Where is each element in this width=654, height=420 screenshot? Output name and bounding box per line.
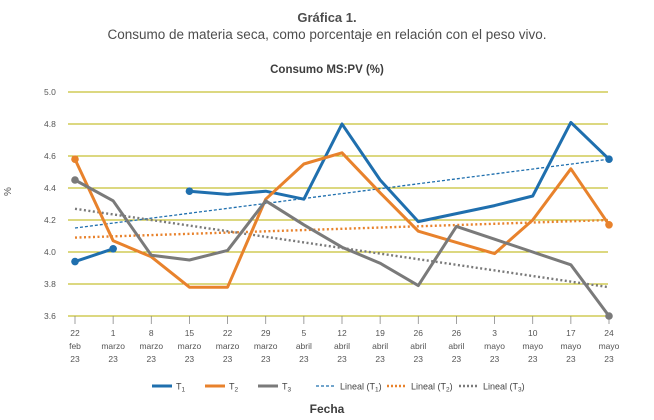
x-tick-label: mayo <box>599 341 620 351</box>
figure-subtitle: Consumo de materia seca, como porcentaje… <box>107 27 547 42</box>
x-tick-label: 15 <box>185 328 195 338</box>
series-line-t3 <box>74 178 611 317</box>
x-tick-label: 23 <box>375 354 385 364</box>
series-line-t1 <box>74 247 114 264</box>
x-tick-label: 23 <box>70 354 80 364</box>
x-tick-label: 29 <box>261 328 271 338</box>
data-point-t2 <box>71 155 79 163</box>
series-line-t1 <box>189 120 611 224</box>
x-tick-label: 23 <box>566 354 576 364</box>
x-axis-label: Fecha <box>309 402 345 416</box>
x-tick-label: 17 <box>566 328 576 338</box>
x-tick-label: 23 <box>414 354 424 364</box>
legend-label: Lineal (T2) <box>411 382 453 394</box>
x-tick-label: 23 <box>337 354 347 364</box>
data-point-t2 <box>605 221 613 229</box>
x-tick-label: 23 <box>147 354 157 364</box>
y-tick-label: 5.0 <box>44 87 56 97</box>
data-point-t3 <box>71 176 79 184</box>
x-tick-label: 22 <box>223 328 233 338</box>
x-tick-label: 8 <box>149 328 154 338</box>
chart-title: Consumo MS:PV (%) <box>270 64 384 76</box>
trendline-t2 <box>74 218 610 239</box>
data-point-t1 <box>185 187 194 195</box>
x-tick-label: 23 <box>528 354 538 364</box>
x-tick-label: 5 <box>301 328 306 338</box>
x-tick-label: 10 <box>528 328 538 338</box>
x-tick-label: mayo <box>484 341 505 351</box>
series-line-t2 <box>73 151 611 289</box>
y-tick-label: 4.0 <box>44 247 56 257</box>
x-tick-label: 3 <box>492 328 497 338</box>
y-tick-label: 4.8 <box>44 119 56 129</box>
x-tick-label: 23 <box>452 354 462 364</box>
x-tick-label: 1 <box>111 328 116 338</box>
figure-title: Gráfica 1. <box>297 10 357 25</box>
x-tick-label: mayo <box>522 341 543 351</box>
legend-label: Lineal (T3) <box>483 382 525 394</box>
x-tick-label: marzo <box>139 341 163 351</box>
x-tick-label: 24 <box>604 328 614 338</box>
data-point-t1 <box>109 245 117 253</box>
y-tick-label: 3.8 <box>44 279 56 289</box>
data-point-t1 <box>605 155 613 163</box>
legend-label: T1 <box>176 382 186 394</box>
x-tick-label: marzo <box>178 341 202 351</box>
x-tick-label: abril <box>448 341 464 351</box>
x-tick-label: 23 <box>490 354 500 364</box>
x-tick-label: 23 <box>604 354 614 364</box>
x-tick-label: 23 <box>261 354 271 364</box>
y-tick-label: 4.2 <box>44 215 56 225</box>
x-tick-label: 12 <box>337 328 347 338</box>
x-tick-label: 23 <box>223 354 233 364</box>
x-tick-label: marzo <box>216 341 240 351</box>
x-tick-label: abril <box>296 341 312 351</box>
y-tick-label: 4.4 <box>44 183 56 193</box>
x-tick-label: 22 <box>70 328 80 338</box>
trendline-t1 <box>74 158 610 229</box>
x-tick-label: 23 <box>108 354 118 364</box>
x-tick-label: mayo <box>560 341 581 351</box>
y-tick-label: 3.6 <box>44 311 56 321</box>
x-tick-label: 23 <box>299 354 309 364</box>
x-tick-label: feb <box>69 341 81 351</box>
legend-label: Lineal (T1) <box>340 382 382 394</box>
x-tick-label: abril <box>410 341 426 351</box>
y-tick-label: 4.6 <box>44 151 56 161</box>
x-tick-label: 19 <box>375 328 385 338</box>
x-tick-label: marzo <box>254 341 278 351</box>
x-tick-label: marzo <box>101 341 125 351</box>
x-tick-label: 26 <box>414 328 424 338</box>
x-tick-label: abril <box>372 341 388 351</box>
legend-label: T3 <box>282 382 292 394</box>
x-tick-label: 26 <box>452 328 462 338</box>
data-point-t1 <box>71 257 79 266</box>
x-tick-label: abril <box>334 341 350 351</box>
legend-label: T2 <box>229 382 239 394</box>
data-point-t3 <box>605 312 613 320</box>
x-tick-label: 23 <box>185 354 195 364</box>
